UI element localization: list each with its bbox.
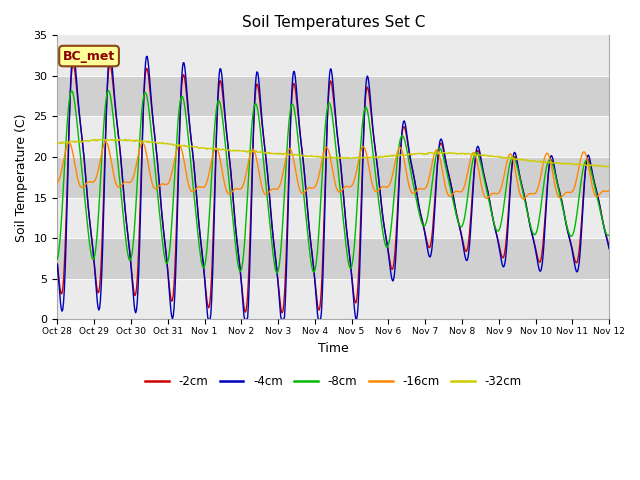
- -32cm: [206, 146, 214, 152]
- -2cm: [605, 244, 613, 250]
- -2cm: [121, 205, 129, 211]
- Bar: [58, 157, 609, 198]
- -32cm: [54, 141, 61, 146]
- -8cm: [54, 256, 61, 262]
- -32cm: [605, 164, 613, 169]
- Line: -2cm: -2cm: [58, 65, 609, 313]
- Bar: [58, 279, 609, 319]
- -8cm: [105, 88, 113, 94]
- -2cm: [278, 310, 286, 316]
- -32cm: [63, 140, 71, 145]
- -8cm: [63, 118, 71, 123]
- -2cm: [206, 298, 214, 303]
- -2cm: [63, 175, 71, 180]
- Bar: [58, 198, 609, 238]
- -8cm: [121, 229, 129, 235]
- Bar: [58, 117, 609, 157]
- -2cm: [418, 216, 426, 222]
- -8cm: [605, 232, 613, 238]
- -4cm: [207, 311, 214, 317]
- -16cm: [401, 161, 409, 167]
- -8cm: [402, 142, 410, 147]
- -8cm: [273, 270, 281, 276]
- -8cm: [418, 220, 426, 226]
- Bar: [58, 76, 609, 117]
- -2cm: [402, 129, 410, 134]
- Line: -8cm: -8cm: [58, 91, 609, 273]
- Line: -4cm: -4cm: [58, 52, 609, 319]
- -16cm: [121, 180, 129, 185]
- -4cm: [418, 217, 426, 223]
- -32cm: [401, 152, 409, 158]
- -16cm: [102, 139, 109, 145]
- -16cm: [63, 142, 71, 148]
- -2cm: [70, 62, 77, 68]
- -2cm: [177, 95, 185, 100]
- Legend: -2cm, -4cm, -8cm, -16cm, -32cm: -2cm, -4cm, -8cm, -16cm, -32cm: [141, 371, 526, 393]
- -16cm: [206, 166, 214, 171]
- -2cm: [54, 261, 61, 266]
- -4cm: [177, 91, 185, 96]
- -16cm: [177, 144, 185, 150]
- -4cm: [121, 204, 129, 210]
- -4cm: [605, 246, 613, 252]
- Bar: [58, 36, 609, 76]
- Y-axis label: Soil Temperature (C): Soil Temperature (C): [15, 113, 28, 241]
- -16cm: [417, 186, 425, 192]
- -4cm: [70, 49, 77, 55]
- Line: -32cm: -32cm: [58, 139, 609, 167]
- -32cm: [177, 143, 185, 148]
- X-axis label: Time: Time: [318, 342, 349, 355]
- Title: Soil Temperatures Set C: Soil Temperatures Set C: [241, 15, 425, 30]
- Line: -16cm: -16cm: [58, 142, 609, 199]
- -16cm: [519, 196, 527, 202]
- -32cm: [121, 136, 129, 142]
- -4cm: [205, 316, 212, 322]
- -16cm: [605, 188, 613, 193]
- -16cm: [54, 180, 61, 185]
- -32cm: [603, 164, 611, 170]
- -32cm: [417, 151, 425, 156]
- -4cm: [63, 191, 71, 197]
- -4cm: [54, 262, 61, 268]
- Bar: [58, 238, 609, 279]
- Text: BC_met: BC_met: [63, 49, 115, 62]
- -4cm: [402, 123, 410, 129]
- -8cm: [177, 95, 185, 101]
- -32cm: [120, 138, 128, 144]
- -8cm: [206, 200, 214, 205]
